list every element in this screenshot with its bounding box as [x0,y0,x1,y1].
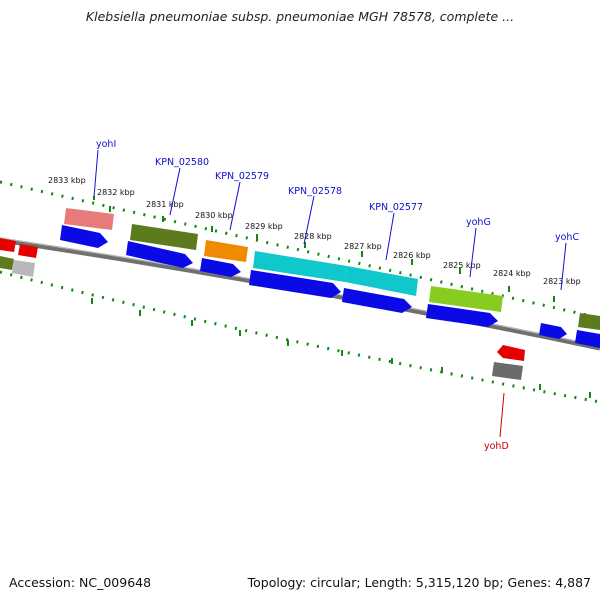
gene-bar-olive-1 [130,224,198,250]
cds-arrow [426,304,498,327]
gene-bar-cyan-2 [345,266,418,296]
gene-bar-red-left-2 [18,244,38,258]
cds-forward-track [60,225,600,348]
gene-label-yohC: yohC [555,232,579,243]
gene-label-yohD: yohD [484,441,509,452]
feature-track [0,208,600,330]
gene-bar-gray-reverse [492,362,523,380]
gene-label-yohI: yohI [96,139,116,150]
tick-label: 2831 kbp [146,200,184,209]
gene-bar-red-left [0,238,16,252]
gene-bar-cyan-1 [253,251,347,282]
cds-arrow [539,323,567,339]
major-ticks [91,196,591,398]
gene-label-kpn-02579: KPN_02579 [215,171,269,182]
gene-bar-orange [204,240,248,262]
label-leaders [93,149,567,438]
cds-arrow [60,225,108,248]
gene-bar-olive-left [0,256,14,270]
tick-label: 2828 kbp [294,232,332,241]
gene-label-kpn-02580: KPN_02580 [155,157,209,168]
tick-label: 2825 kbp [443,261,481,270]
cds-arrow [249,270,341,298]
gene-bar-salmon [64,208,114,230]
tick-label: 2826 kbp [393,251,431,260]
gene-bar-olive-right [578,313,600,330]
gene-bar-lime [429,286,503,312]
tick-label: 2824 kbp [493,269,531,278]
gene-labels: yohI KPN_02580 KPN_02579 KPN_02578 KPN_0… [96,139,579,452]
tick-label: 2830 kbp [195,211,233,220]
gene-label-yohG: yohG [466,217,491,228]
cds-reverse-track [492,345,525,380]
genome-backbone [0,237,600,351]
gene-bar-gray-left [12,260,35,277]
tick-label: 2829 kbp [245,222,283,231]
genome-summary: Topology: circular; Length: 5,315,120 bp… [247,575,591,590]
tick-label: 2827 kbp [344,242,382,251]
accession-label: Accession: NC_009648 [9,575,152,590]
tick-track-upper [0,180,600,320]
tick-label: 2833 kbp [48,176,86,185]
cds-arrow [200,258,241,277]
cds-arrow [126,241,193,268]
gene-label-kpn-02578: KPN_02578 [288,186,342,197]
tick-label: 2832 kbp [97,188,135,197]
gene-label-kpn-02577: KPN_02577 [369,202,423,213]
cds-arrow [342,288,412,313]
map-title: Klebsiella pneumoniae subsp. pneumoniae … [85,9,515,24]
cds-arrow-reverse [497,345,525,361]
cds-arrow [575,330,600,348]
